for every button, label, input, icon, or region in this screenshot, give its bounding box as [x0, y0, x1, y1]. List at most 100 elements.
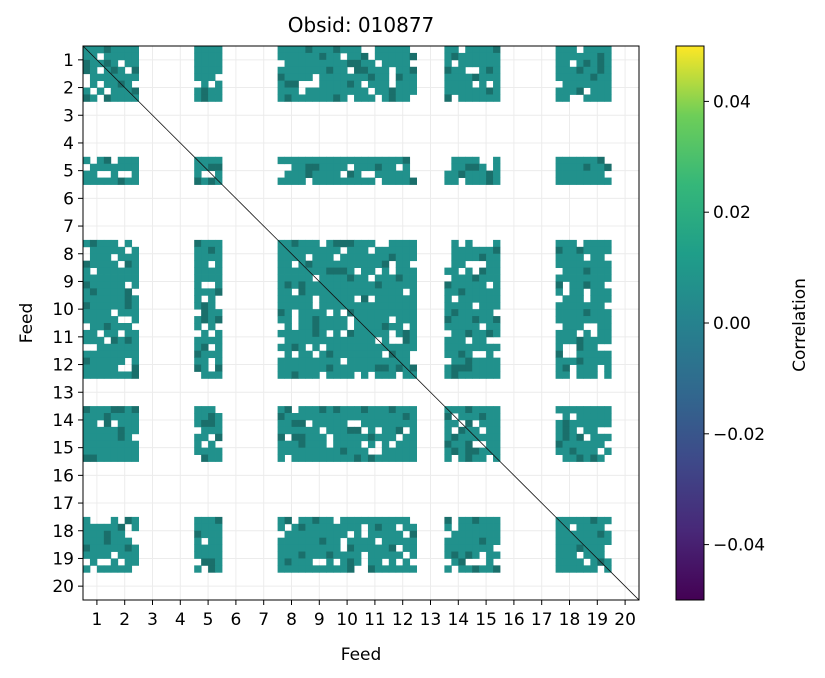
- heatmap-cell: [555, 350, 563, 359]
- heatmap-cell: [215, 309, 223, 317]
- heatmap-cell: [340, 316, 348, 324]
- heatmap-cell: [583, 239, 591, 248]
- heatmap-cell: [590, 267, 598, 275]
- heatmap-cell: [479, 336, 487, 345]
- heatmap-cell: [493, 73, 501, 82]
- heatmap-cell: [604, 357, 612, 365]
- heatmap-cell: [458, 406, 466, 414]
- heatmap-cell: [562, 530, 570, 539]
- heatmap-cell: [604, 66, 612, 75]
- heatmap-cell: [367, 433, 376, 442]
- heatmap-cell: [312, 565, 320, 573]
- heatmap-cell: [326, 350, 334, 359]
- heatmap-cell: [590, 46, 598, 54]
- heatmap-cell: [472, 336, 480, 345]
- heatmap-cell: [555, 274, 563, 282]
- heatmap-cell: [479, 288, 487, 296]
- heatmap-cell: [124, 59, 133, 68]
- heatmap-cell: [312, 530, 320, 539]
- heatmap-cell: [402, 52, 411, 61]
- heatmap-cell: [486, 260, 494, 269]
- x-tick-label: 4: [175, 610, 186, 630]
- heatmap-cell: [395, 516, 404, 525]
- heatmap-cell: [215, 170, 223, 178]
- heatmap-cell: [284, 260, 292, 269]
- heatmap-cell: [312, 281, 320, 289]
- heatmap-cell: [103, 302, 112, 310]
- heatmap-cell: [486, 364, 494, 372]
- heatmap-cell: [361, 87, 369, 95]
- heatmap-cell: [347, 413, 355, 421]
- heatmap-cell: [194, 350, 202, 359]
- heatmap-cell: [597, 309, 605, 317]
- heatmap-cell: [110, 323, 119, 331]
- heatmap-cell: [347, 440, 355, 449]
- heatmap-cell: [576, 73, 584, 82]
- heatmap-cell: [374, 516, 383, 525]
- x-tick-label: 10: [336, 610, 358, 630]
- colorbar-ticks: 0.040.020.00−0.02−0.04: [704, 92, 765, 556]
- heatmap-cell: [381, 565, 390, 573]
- heatmap-cell: [562, 329, 570, 338]
- heatmap-cell: [486, 309, 494, 317]
- heatmap-cell: [409, 406, 417, 414]
- heatmap-cell: [451, 440, 459, 449]
- heatmap-cell: [465, 156, 473, 165]
- heatmap-cell: [96, 239, 105, 248]
- heatmap-cell: [194, 323, 202, 331]
- heatmap-cell: [305, 350, 313, 359]
- heatmap-cell: [208, 350, 216, 359]
- heatmap-cell: [277, 558, 285, 566]
- heatmap-cell: [284, 329, 292, 338]
- heatmap-cell: [569, 87, 577, 95]
- heatmap-cell: [277, 440, 285, 449]
- heatmap-cell: [103, 274, 112, 282]
- heatmap-cell: [472, 371, 480, 379]
- heatmap-cell: [103, 350, 112, 359]
- heatmap-cell: [451, 433, 459, 442]
- heatmap-cell: [131, 516, 139, 525]
- heatmap-cell: [465, 433, 473, 442]
- heatmap-cell: [124, 343, 133, 352]
- heatmap-cell: [347, 87, 355, 95]
- heatmap-cell: [590, 371, 598, 379]
- heatmap-cell: [395, 329, 404, 338]
- heatmap-cell: [486, 371, 494, 379]
- y-tick-label: 15: [52, 439, 74, 459]
- heatmap-cell: [374, 316, 383, 324]
- heatmap-cell: [576, 288, 584, 296]
- heatmap-cell: [131, 274, 139, 282]
- heatmap-cell: [83, 274, 91, 282]
- heatmap-cell: [597, 59, 605, 68]
- heatmap-cell: [493, 343, 501, 352]
- heatmap-cell: [402, 357, 411, 365]
- heatmap-cell: [479, 530, 487, 539]
- heatmap-cell: [451, 52, 459, 61]
- heatmap-cell: [493, 357, 501, 365]
- heatmap-cell: [124, 371, 133, 379]
- heatmap-cell: [444, 170, 452, 178]
- heatmap-cell: [583, 357, 591, 365]
- heatmap-cell: [493, 447, 501, 455]
- heatmap-cell: [562, 246, 570, 255]
- heatmap-cell: [124, 260, 133, 269]
- heatmap-cell: [451, 371, 459, 379]
- heatmap-cell: [395, 426, 404, 435]
- heatmap-cell: [472, 156, 480, 165]
- heatmap-cell: [569, 267, 577, 275]
- heatmap-cell: [402, 253, 411, 262]
- heatmap-cell: [590, 523, 598, 532]
- heatmap-cell: [333, 551, 341, 559]
- heatmap-cell: [110, 350, 119, 359]
- heatmap-cell: [361, 253, 369, 262]
- heatmap-cell: [562, 316, 570, 324]
- heatmap-cell: [83, 406, 91, 414]
- heatmap-cell: [131, 163, 139, 172]
- heatmap-cell: [326, 281, 334, 289]
- heatmap-cell: [305, 551, 313, 559]
- x-tick-label: 9: [314, 610, 325, 630]
- heatmap-cell: [347, 447, 355, 455]
- heatmap-cell: [576, 52, 584, 61]
- heatmap-cell: [131, 329, 139, 338]
- heatmap-cell: [395, 419, 404, 428]
